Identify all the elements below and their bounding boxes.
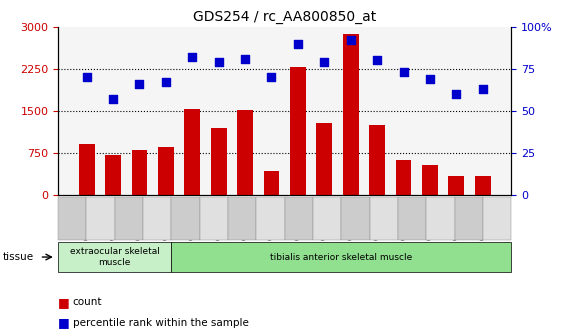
Text: ■: ■ (58, 316, 70, 329)
Bar (158, 147, 174, 195)
Bar (78, 144, 95, 195)
Point (399, 70, 408, 75)
Bar (131, 150, 148, 195)
Point (241, 56, 250, 61)
Point (451, 91, 461, 97)
Bar (396, 160, 411, 195)
Text: tissue: tissue (3, 252, 34, 262)
Text: GDS254 / rc_AA800850_at: GDS254 / rc_AA800850_at (193, 10, 376, 24)
Point (346, 38, 356, 43)
Bar (264, 171, 279, 195)
Point (188, 54, 197, 60)
Point (82, 75, 91, 80)
Text: count: count (73, 297, 102, 307)
Point (267, 75, 276, 80)
Text: ■: ■ (58, 296, 70, 309)
Bar (237, 110, 253, 195)
Point (320, 59, 329, 65)
Point (478, 86, 487, 92)
Text: percentile rank within the sample: percentile rank within the sample (73, 318, 249, 328)
Point (425, 76, 435, 82)
Bar (475, 176, 491, 195)
Bar (290, 67, 306, 195)
Point (135, 81, 144, 87)
Point (109, 96, 118, 102)
Bar (105, 155, 121, 195)
Point (293, 41, 303, 46)
Bar (422, 165, 438, 195)
Bar (317, 123, 332, 195)
Point (214, 59, 223, 65)
Text: tibialis anterior skeletal muscle: tibialis anterior skeletal muscle (270, 253, 413, 261)
Bar (369, 125, 385, 195)
Bar (449, 176, 464, 195)
Point (161, 80, 170, 85)
Bar (184, 109, 200, 195)
Bar (343, 34, 358, 195)
Point (372, 58, 382, 63)
Text: extraocular skeletal
muscle: extraocular skeletal muscle (70, 247, 160, 267)
Bar (211, 128, 227, 195)
